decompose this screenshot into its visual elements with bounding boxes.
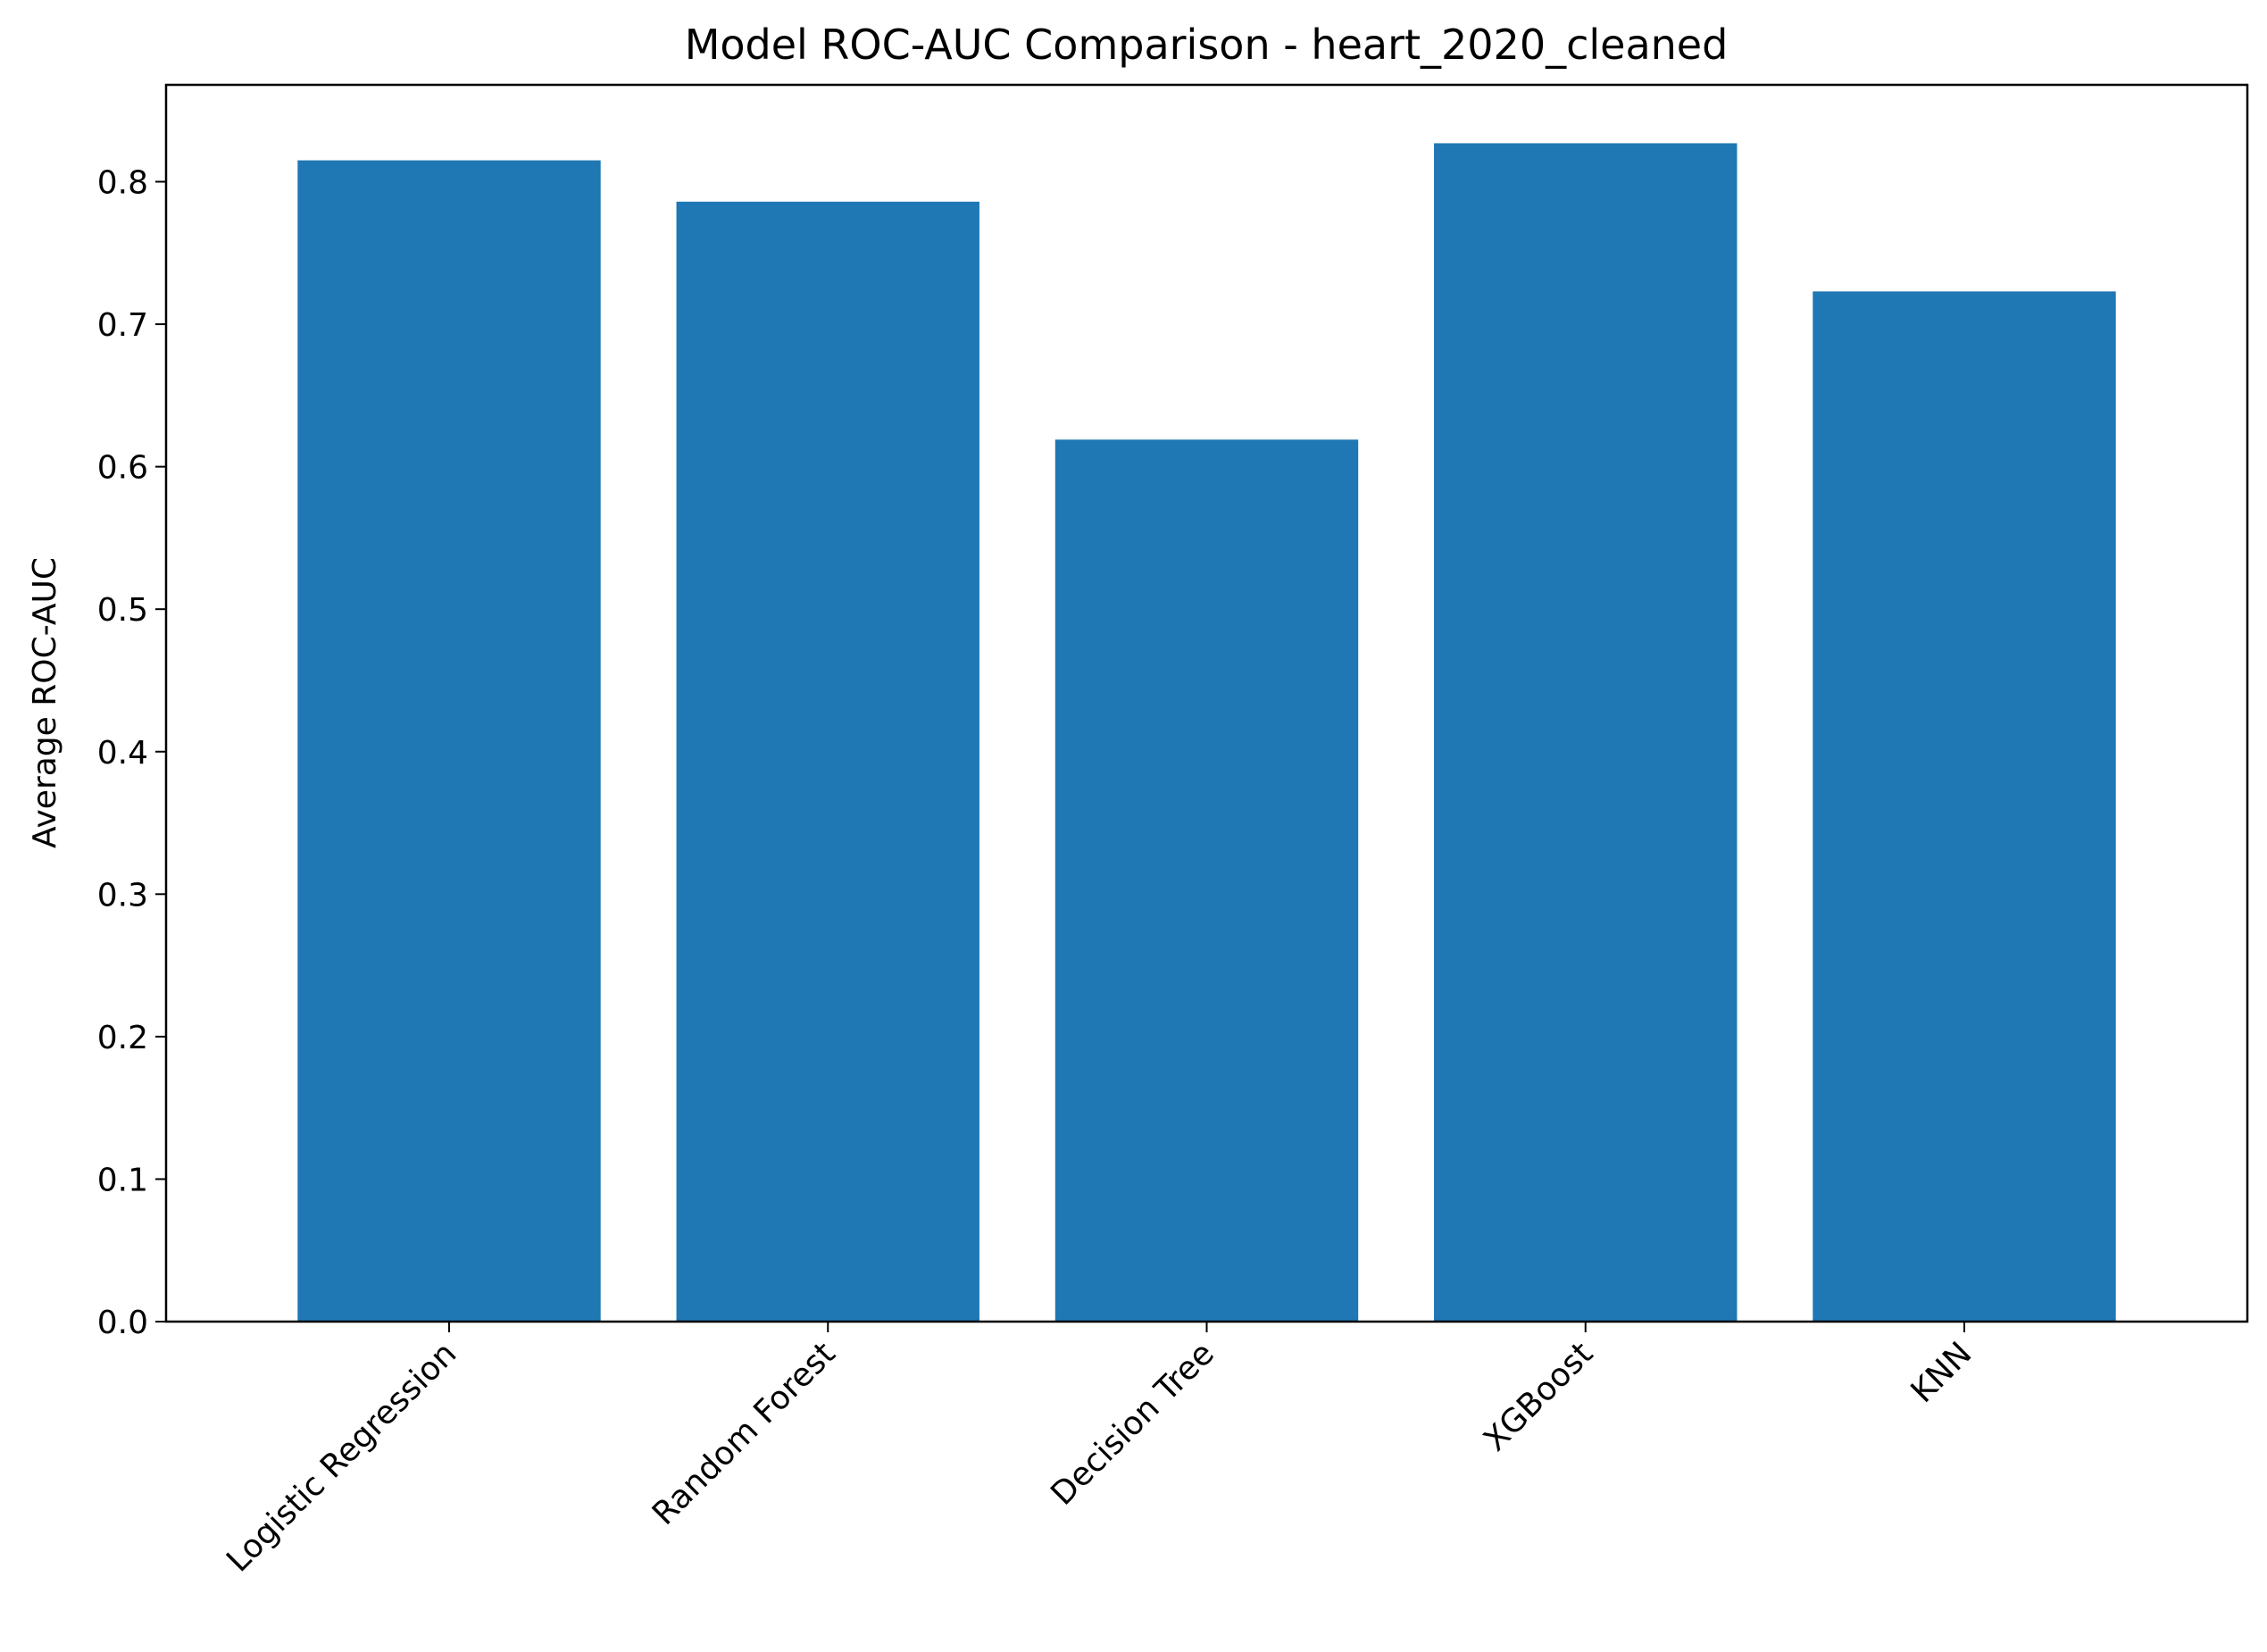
bar-logistic-regression [297,160,601,1322]
bars-layer [297,143,2116,1322]
x-tick-label: Logistic Regression [220,1335,463,1579]
y-tick-label: 0.5 [97,592,148,629]
y-tick-label: 0.8 [97,165,148,202]
y-tick-label: 0.1 [97,1162,148,1198]
x-tick-label: KNN [1904,1335,1979,1410]
bar-knn [1813,291,2116,1322]
bar-xgboost [1434,143,1738,1322]
y-axis: 0.0 0.1 0.2 0.3 0.4 0.5 0.6 0.7 0.8 [97,165,166,1341]
x-tick-label: XGBoost [1477,1335,1600,1458]
y-axis-label: Average ROC-AUC [27,557,63,848]
y-tick-label: 0.3 [97,877,148,914]
x-tick-label: Decision Tree [1044,1335,1221,1512]
x-axis: Logistic Regression Random Forest Decision… [220,1322,1979,1580]
y-tick-label: 0.2 [97,1020,148,1056]
y-tick-label: 0.0 [97,1305,148,1341]
bar-random-forest [676,201,979,1322]
plot-frame [164,83,2249,1323]
y-tick-label: 0.6 [97,450,148,487]
y-tick-label: 0.7 [97,307,148,344]
y-tick-label: 0.4 [97,735,148,772]
x-tick-label: Random Forest [646,1335,843,1532]
chart-title: Model ROC-AUC Comparison - heart_2020_cl… [685,21,1729,69]
bar-decision-tree [1054,439,1359,1322]
